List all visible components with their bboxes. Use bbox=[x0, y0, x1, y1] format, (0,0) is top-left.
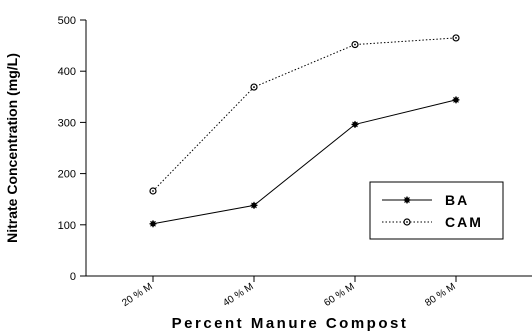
series-ba bbox=[149, 96, 460, 228]
data-point bbox=[149, 220, 157, 228]
y-tick-label: 0 bbox=[70, 271, 76, 283]
x-axis-title: Percent Manure Compost bbox=[172, 315, 409, 332]
series-line-cam bbox=[152, 37, 457, 192]
series-line-ba bbox=[152, 99, 457, 225]
legend-marker-ba bbox=[403, 196, 411, 204]
data-point bbox=[452, 96, 460, 104]
x-axis-ticks: 20 % M 40 % M 60 % M 80 % M bbox=[120, 276, 458, 309]
y-tick-label: 200 bbox=[58, 169, 76, 181]
y-axis-ticks: 0 100 200 300 400 500 bbox=[58, 15, 86, 283]
x-tick-label: 60 % M bbox=[322, 281, 356, 309]
legend-label-cam: CAM bbox=[445, 214, 483, 230]
y-tick-label: 300 bbox=[58, 117, 76, 129]
data-point bbox=[250, 201, 258, 209]
data-point bbox=[250, 83, 258, 91]
y-axis-title: Nitrate Concentration (mg/L) bbox=[4, 53, 20, 243]
y-tick-label: 500 bbox=[58, 15, 76, 27]
x-tick-label: 40 % M bbox=[221, 281, 255, 309]
data-point bbox=[149, 187, 157, 195]
legend-marker-cam bbox=[403, 218, 411, 226]
y-tick-label: 100 bbox=[58, 220, 76, 232]
series-cam bbox=[149, 34, 460, 195]
x-tick-label: 80 % M bbox=[423, 281, 457, 309]
x-tick-label: 20 % M bbox=[120, 281, 154, 309]
chart-axes bbox=[85, 20, 532, 277]
y-tick-label: 400 bbox=[58, 66, 76, 78]
legend: BA CAM bbox=[369, 181, 504, 240]
legend-label-ba: BA bbox=[445, 192, 469, 208]
chart-series bbox=[149, 34, 460, 228]
data-point bbox=[351, 120, 359, 128]
data-point bbox=[452, 34, 460, 42]
legend-box bbox=[369, 181, 504, 240]
data-point bbox=[351, 40, 359, 49]
